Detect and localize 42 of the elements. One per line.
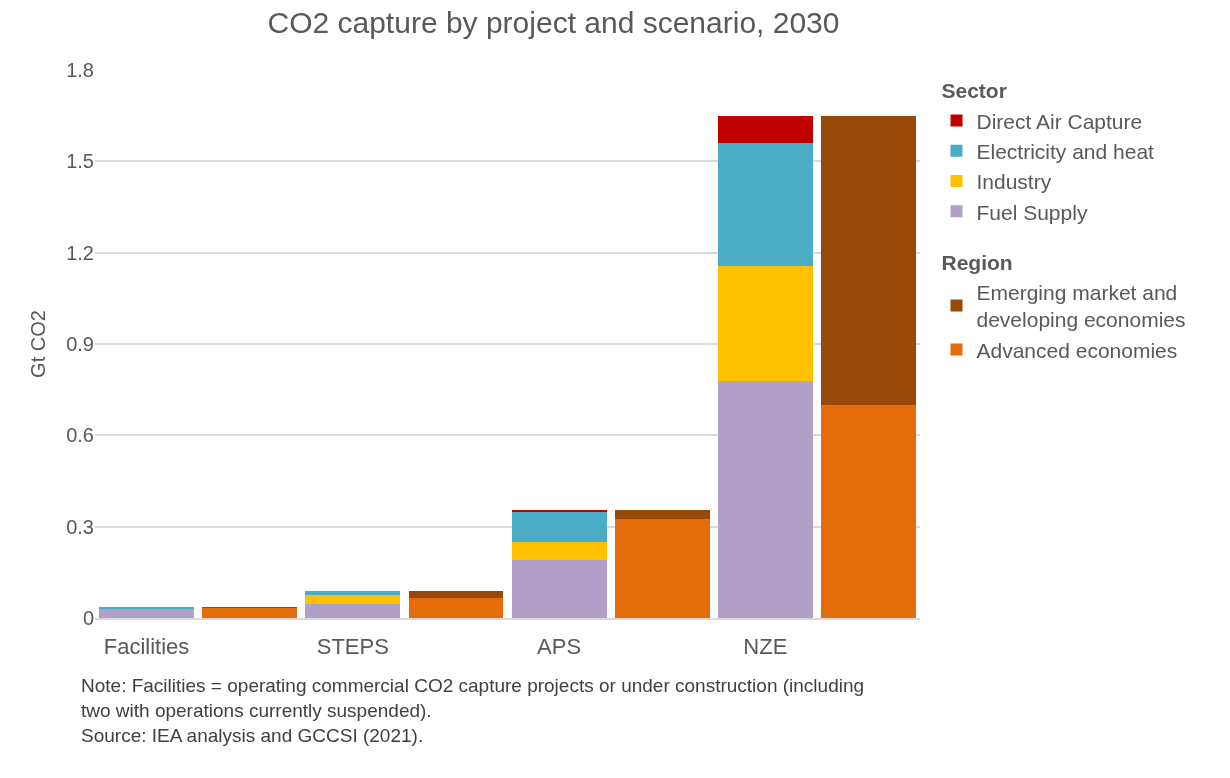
legend-label: Advanced economies — [976, 338, 1178, 362]
x-tick-label: NZE — [743, 634, 788, 660]
y-axis-title: Gt CO2 — [26, 310, 49, 378]
y-tick-label: 1.2 — [66, 241, 94, 264]
y-tick-label: 0 — [82, 607, 94, 629]
bar — [614, 519, 710, 618]
legend-label: Emerging market and developing economies — [976, 281, 1186, 332]
bar — [717, 115, 813, 144]
bar — [511, 511, 607, 542]
chart-title: CO2 capture by project and scenario, 2030 — [267, 5, 840, 39]
legend-label: Industry — [976, 170, 1052, 194]
bar — [821, 404, 916, 618]
bar — [305, 594, 401, 604]
bar — [614, 509, 710, 520]
bar — [408, 591, 504, 598]
bar — [717, 143, 813, 267]
text: Region — [941, 250, 1013, 274]
legend-label: Direct Air Capture — [976, 109, 1143, 133]
legend-label: Electricity and heat — [976, 139, 1155, 163]
bar — [717, 266, 813, 381]
bar — [202, 607, 298, 618]
y-tick-label: 1.5 — [66, 150, 94, 173]
y-tick-label: 0.6 — [66, 424, 94, 447]
x-tick-label: APS — [537, 634, 582, 660]
legend-label: Fuel Supply — [976, 200, 1088, 224]
bar — [408, 597, 504, 618]
bar — [511, 560, 607, 618]
bar — [821, 115, 916, 405]
legend-title: Sector — [941, 79, 1007, 103]
bar — [305, 604, 401, 618]
source-note: Source: IEA analysis and GCCSI (2021). — [81, 725, 424, 746]
y-tick-label: 0.3 — [66, 515, 94, 538]
bar — [99, 608, 194, 618]
bar — [305, 591, 401, 595]
y-tick-label: 0.9 — [66, 333, 94, 355]
x-tick-label: STEPS — [316, 634, 389, 660]
x-tick-label: Facilities — [103, 634, 190, 660]
text: Note: Facilities = operating commercial CO2 capture projects or under construction (including two with operations currently suspended). — [81, 675, 865, 721]
y-tick-label: 1.8 — [66, 59, 94, 81]
bar — [717, 380, 813, 618]
bar — [511, 509, 607, 512]
bar — [511, 541, 607, 561]
